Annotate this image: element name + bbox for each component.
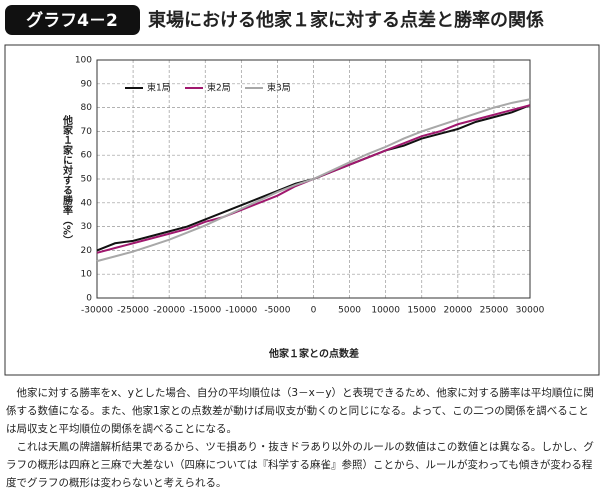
y-tick-label: 10 [81, 270, 93, 280]
paragraph: これは天鳳の牌譜解析結果であるから、ツモ損あり・抜きドラあり以外のルールの数値は… [6, 441, 594, 489]
x-tick-label: -15000 [189, 306, 221, 316]
x-tick-label: 20000 [444, 306, 473, 316]
x-tick-label: -25000 [117, 306, 149, 316]
y-tick-label: 50 [81, 175, 93, 185]
y-tick-label: 90 [81, 79, 93, 89]
plot-frame [96, 59, 531, 299]
x-tick-label: -10000 [225, 306, 257, 316]
x-tick-label: 15000 [407, 306, 436, 316]
x-axis-label: 他家１家との点数差 [268, 347, 359, 360]
legend-label: 東1局 [147, 82, 171, 94]
chart: グラフ4－2 東場における他家１家に対する点差と勝率の関係 他家１家との点数差 … [4, 5, 600, 376]
legend-label: 東2局 [207, 82, 231, 94]
y-axis-label: 他家１家に対する勝率（%） [61, 114, 74, 245]
series-line [96, 98, 531, 263]
chart-title: 東場における他家１家に対する点差と勝率の関係 [148, 9, 544, 31]
legend-label: 東3局 [267, 82, 291, 94]
y-tick-label: 70 [81, 127, 93, 137]
x-tick-label: -20000 [153, 306, 185, 316]
y-tick-label: 0 [86, 294, 92, 304]
y-tick-label: 20 [81, 246, 93, 256]
y-tick-label: 60 [81, 151, 93, 161]
x-tick-label: -5000 [264, 306, 290, 316]
x-tick-label: -30000 [81, 306, 113, 316]
y-tick-label: 80 [81, 103, 93, 113]
y-tick-label: 30 [81, 222, 93, 232]
x-tick-label: 5000 [338, 306, 361, 316]
y-tick-label: 100 [75, 56, 92, 66]
x-tick-label: 25000 [480, 306, 509, 316]
x-tick-label: 0 [311, 306, 317, 316]
header-badge [5, 5, 140, 35]
x-tick-label: 10000 [371, 306, 400, 316]
header-label: グラフ4－2 [26, 10, 118, 31]
y-tick-label: 40 [81, 198, 93, 208]
chart-frame [4, 44, 600, 376]
x-tick-label: 30000 [516, 306, 545, 316]
paragraph: 他家に対する勝率をx、yとした場合、自分の平均順位は（3－x－y）と表現できるた… [6, 387, 594, 435]
